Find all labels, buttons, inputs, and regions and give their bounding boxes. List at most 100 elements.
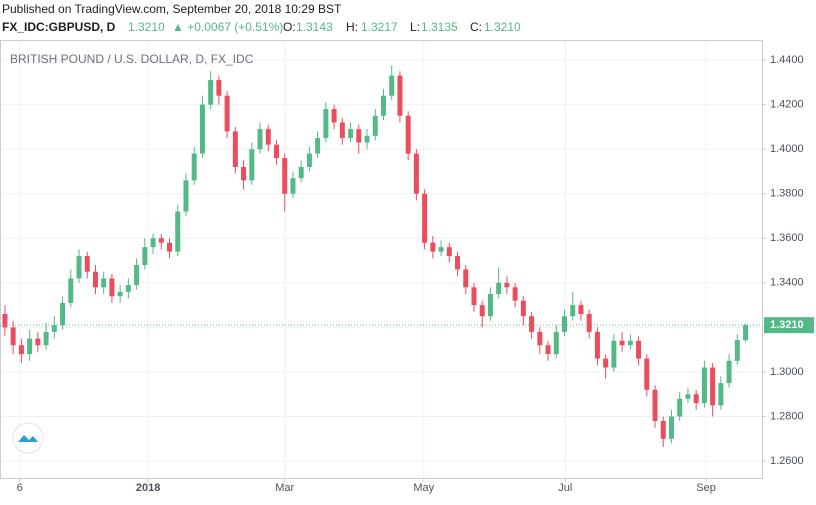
- last-price: 1.3210: [128, 20, 165, 34]
- candle-body: [249, 149, 255, 181]
- y-tick-label: 1.4000: [770, 143, 804, 155]
- candle-body: [76, 256, 82, 279]
- candle-body: [84, 256, 90, 272]
- chart-title: BRITISH POUND / U.S. DOLLAR, D, FX_IDC: [10, 52, 254, 66]
- candle-body: [537, 331, 543, 346]
- candle-body: [726, 360, 732, 384]
- candle-body: [68, 278, 74, 303]
- high-label: H:: [346, 20, 358, 34]
- candle-body: [183, 180, 189, 212]
- candle-body: [380, 95, 386, 116]
- candle-body: [668, 416, 674, 439]
- candle-body: [158, 238, 164, 243]
- candle-body: [43, 331, 49, 346]
- candle-body: [315, 138, 321, 154]
- candle-body: [660, 420, 666, 439]
- candle-body: [652, 389, 658, 421]
- plot-frame: [0, 40, 763, 479]
- candle-body: [35, 338, 41, 346]
- candle-body: [710, 367, 716, 406]
- candle-body: [405, 115, 411, 154]
- candle-body: [306, 153, 312, 167]
- close-value: 1.3210: [484, 20, 521, 34]
- candle-body: [446, 247, 452, 257]
- candle-body: [216, 80, 222, 96]
- candle-body: [619, 340, 625, 346]
- candle-body: [339, 122, 345, 139]
- published: Published on TradingView.com, September …: [2, 2, 342, 16]
- candle-body: [504, 282, 510, 288]
- candle-body: [241, 166, 247, 181]
- high-value: 1.3217: [361, 20, 398, 34]
- logo: [12, 422, 44, 454]
- candle-body: [150, 238, 156, 248]
- low-value: 1.3135: [421, 20, 458, 34]
- last-price-box: [764, 317, 814, 334]
- candle-body: [512, 287, 518, 301]
- candle-body: [529, 316, 535, 332]
- candle-body: [27, 338, 33, 355]
- candle-body: [718, 383, 724, 406]
- y-tick-label: 1.3000: [770, 366, 804, 378]
- candle-body: [175, 211, 181, 252]
- grid: [0, 40, 762, 478]
- candle-body: [455, 256, 461, 270]
- candle-body: [92, 271, 98, 288]
- candle-body: [298, 166, 304, 179]
- candle-body: [364, 135, 370, 143]
- candle-body: [117, 291, 123, 297]
- candle-body: [224, 95, 230, 132]
- y-tick-label: 1.3800: [770, 188, 804, 200]
- last-price-label: 1.3210: [770, 319, 804, 331]
- candle-body: [125, 285, 131, 292]
- candle-body: [586, 314, 592, 332]
- candle-body: [430, 242, 436, 252]
- candle-body: [257, 129, 263, 150]
- low-label: L:: [410, 20, 420, 34]
- candles: [2, 65, 749, 448]
- candle-body: [594, 331, 600, 359]
- candle-body: [397, 75, 403, 116]
- candle-body: [636, 340, 642, 359]
- candle-body: [693, 394, 699, 404]
- candle-body: [743, 325, 749, 341]
- x-tick-label: 2018: [136, 482, 160, 494]
- x-tick-label: May: [413, 482, 434, 494]
- candle-body: [142, 247, 148, 266]
- candle-body: [331, 109, 337, 123]
- candle-body: [463, 269, 469, 288]
- logo-mark: [18, 435, 38, 442]
- candle-body: [356, 129, 362, 143]
- x-tick-label: Mar: [275, 482, 294, 494]
- candle-body: [644, 358, 650, 390]
- candle-body: [2, 314, 8, 328]
- candle-body: [109, 278, 115, 297]
- x-tick-label: 6: [17, 482, 23, 494]
- candle-body: [627, 340, 633, 346]
- candle-body: [520, 300, 526, 317]
- x-tick-label: Jul: [558, 482, 572, 494]
- candle-body: [685, 394, 691, 399]
- candle-body: [438, 247, 444, 252]
- candle-body: [413, 153, 419, 194]
- candle-body: [290, 178, 296, 194]
- y-tick-label: 1.2800: [770, 410, 804, 422]
- candle-body: [479, 305, 485, 317]
- candle-body: [496, 282, 502, 294]
- open-label: O:: [283, 20, 296, 34]
- candle-body: [134, 265, 140, 286]
- candle-body: [389, 75, 395, 96]
- candle-body: [282, 158, 288, 194]
- y-tick-label: 1.3600: [770, 232, 804, 244]
- candle-body: [18, 345, 24, 355]
- candle-body: [701, 367, 707, 404]
- candle-body: [372, 115, 378, 136]
- change: ▲ +0.0067 (+0.51%): [172, 20, 283, 34]
- candle-body: [545, 345, 551, 355]
- candle-body: [471, 287, 477, 306]
- candle-body: [578, 305, 584, 315]
- candle-body: [51, 325, 57, 332]
- candle-body: [10, 327, 16, 346]
- candle-body: [208, 80, 214, 105]
- candle-body: [487, 293, 493, 317]
